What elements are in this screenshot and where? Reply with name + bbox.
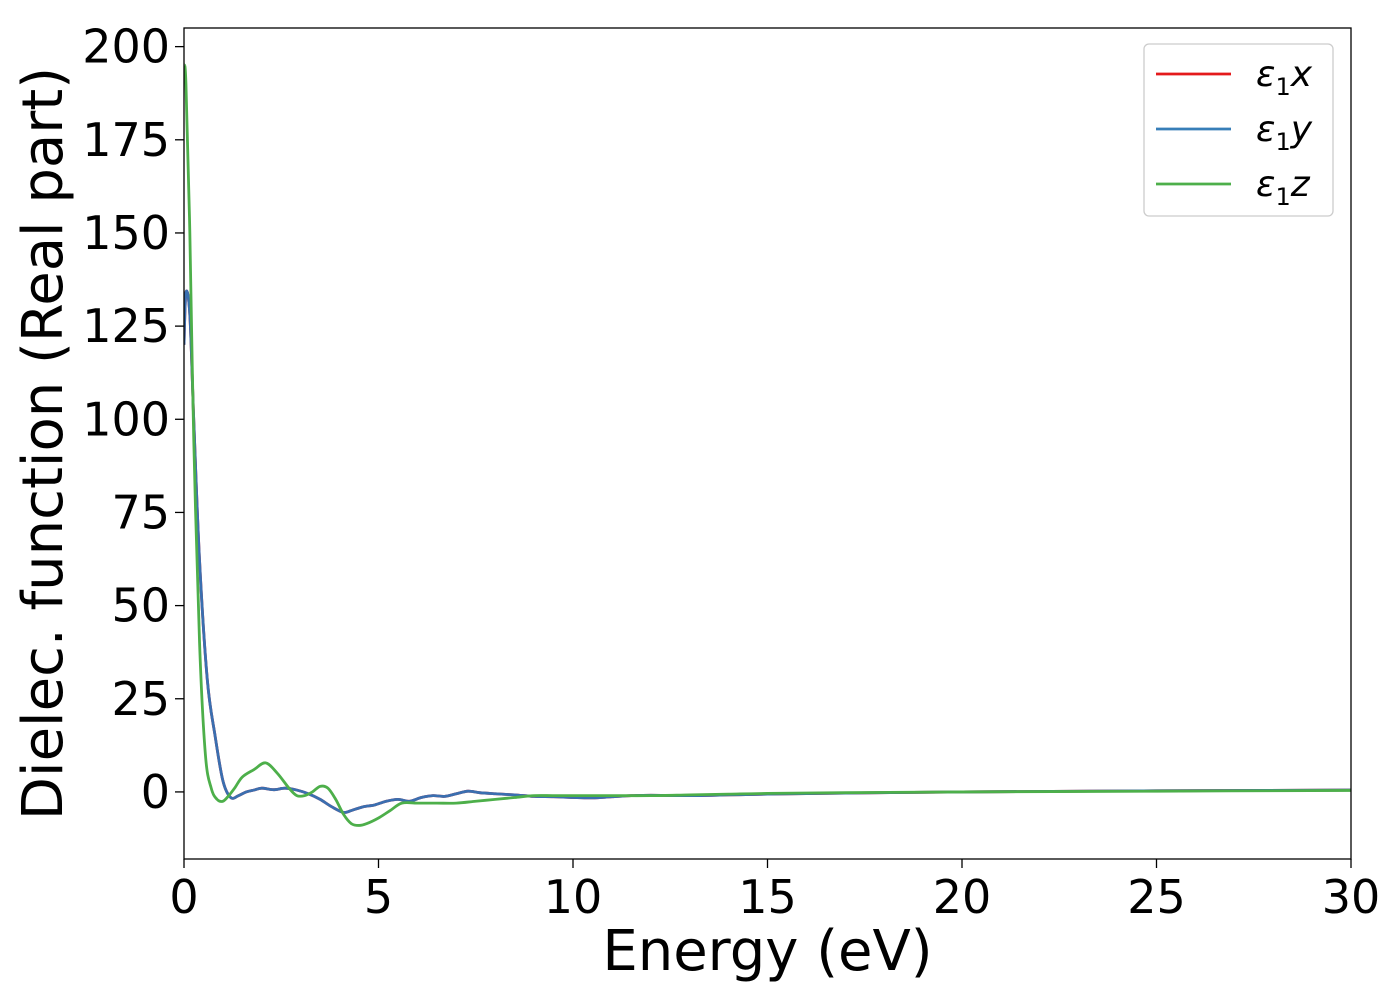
y-tick-label: 175 <box>82 113 170 167</box>
y-tick-label: 25 <box>111 672 170 726</box>
y-tick-label: 50 <box>111 579 170 633</box>
legend-label: ε1z <box>1256 164 1311 211</box>
x-tick-label: 0 <box>169 870 198 924</box>
x-tick-label: 10 <box>544 870 603 924</box>
y-axis-ticks: 0 25 50 75 100 125 150 175 200 <box>82 20 184 819</box>
series-line-eps1x <box>184 289 1351 814</box>
x-axis-ticks: 0 5 10 15 20 25 30 <box>169 859 1380 924</box>
x-tick-label: 25 <box>1127 870 1186 924</box>
y-tick-label: 100 <box>82 392 170 446</box>
x-tick-label: 30 <box>1322 870 1381 924</box>
legend-label: ε1y <box>1256 109 1313 156</box>
y-tick-label: 150 <box>82 206 170 260</box>
series-line-eps1z <box>184 63 1351 827</box>
legend-box <box>1143 43 1334 217</box>
x-tick-label: 15 <box>738 870 797 924</box>
legend-label: ε1x <box>1256 54 1313 101</box>
y-tick-label: 75 <box>111 485 170 539</box>
series-line-eps1y <box>184 289 1351 814</box>
y-tick-label: 0 <box>141 765 170 819</box>
x-tick-label: 5 <box>364 870 393 924</box>
x-tick-label: 20 <box>933 870 992 924</box>
y-tick-label: 125 <box>82 299 170 353</box>
series-layer <box>184 63 1351 827</box>
x-axis-label: Energy (eV) <box>602 919 932 984</box>
legend: ε1x ε1y ε1z <box>1143 43 1334 217</box>
y-axis-label: Dielec. function (Real part) <box>11 67 76 820</box>
y-tick-label: 200 <box>82 20 170 74</box>
